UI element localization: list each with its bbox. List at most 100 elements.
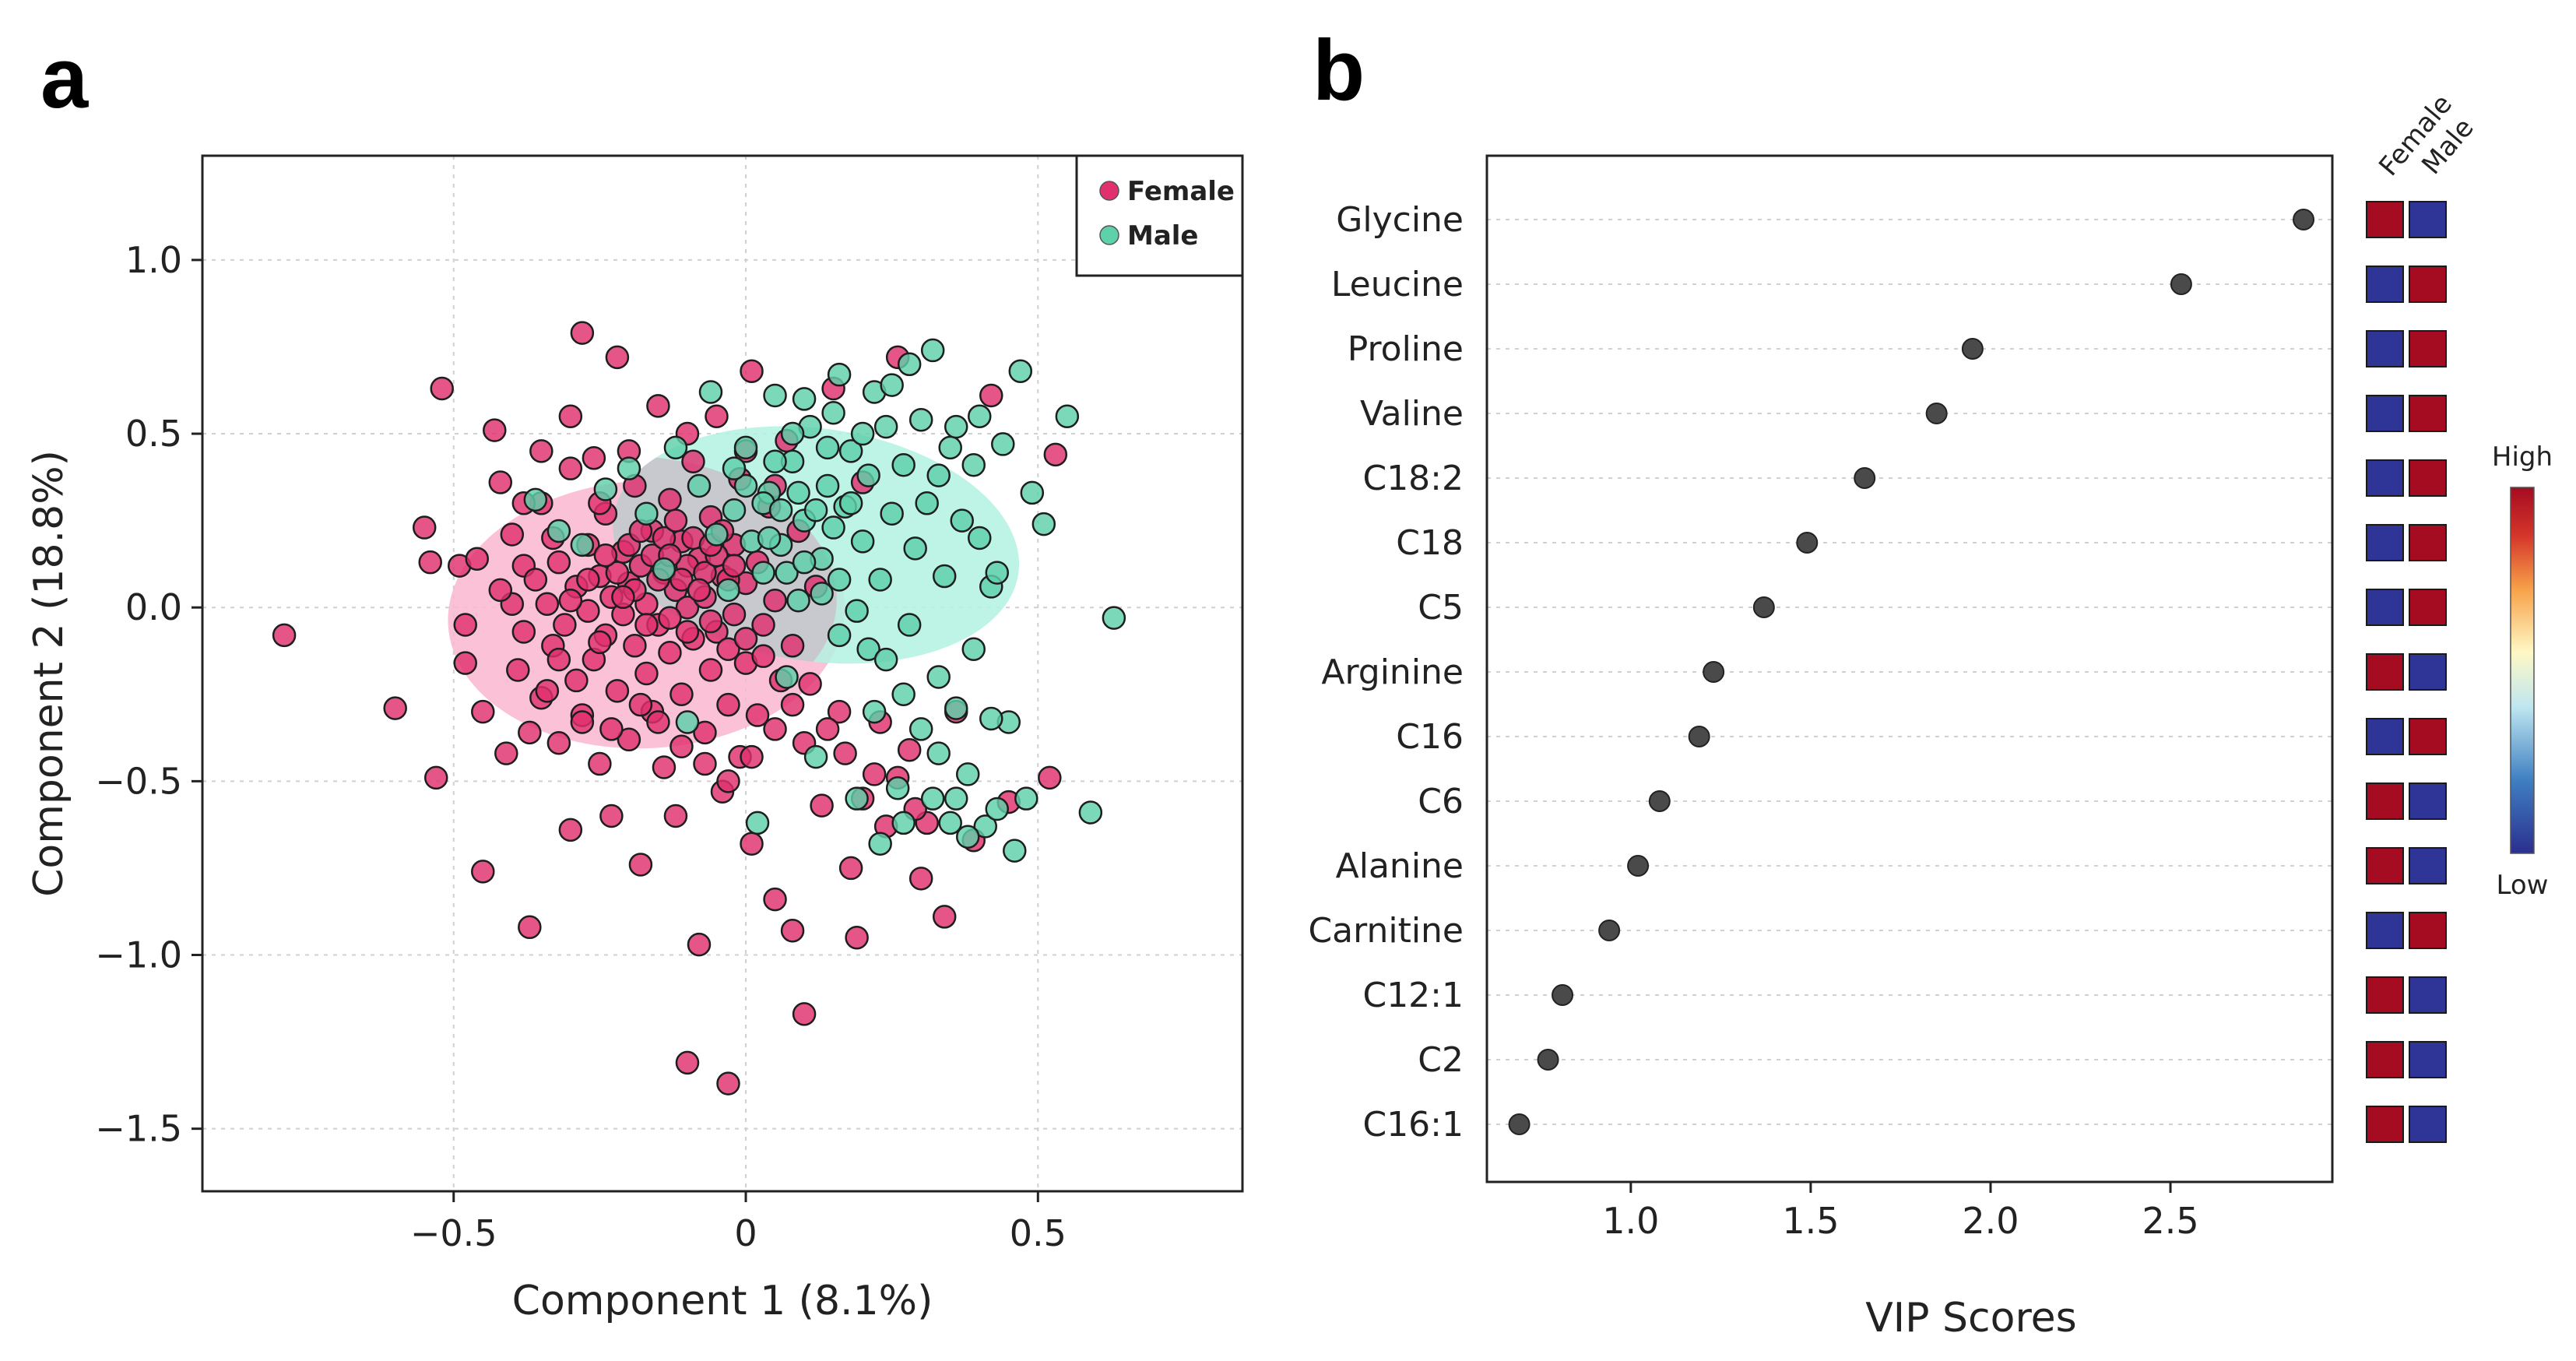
data-point-male (856, 463, 880, 487)
heatmap-cell-female (2366, 524, 2404, 561)
data-point-male (786, 589, 810, 613)
data-point-female (576, 599, 600, 623)
data-point-female (745, 703, 770, 727)
data-point-male (926, 665, 951, 689)
confidence-ellipse-overlap (613, 439, 849, 664)
scatter-x-axis-title: Component 1 (8.1%) (512, 1278, 933, 1324)
vip-category-label: Carnitine (1308, 911, 1464, 951)
data-point-male (815, 473, 840, 498)
data-point-female (599, 804, 624, 828)
legend-box (1075, 154, 1244, 277)
vip-category-label: C16:1 (1362, 1105, 1464, 1145)
data-point-male (763, 383, 787, 408)
heatmap-cell-male (2409, 330, 2447, 368)
scatter-x-tick-label: 0.5 (1010, 1212, 1067, 1254)
data-point-male (763, 449, 787, 474)
data-point-female (623, 634, 647, 658)
data-point-male (955, 762, 980, 786)
data-point-male (868, 568, 892, 592)
vip-category-label: C6 (1418, 782, 1464, 821)
heatmap-cell-female (2366, 653, 2404, 691)
data-point-male (827, 568, 852, 592)
colorbar-gradient (2510, 487, 2535, 854)
data-point-female (628, 692, 653, 717)
data-point-male (775, 561, 799, 585)
data-point-female (827, 699, 852, 724)
vip-point (1537, 1049, 1559, 1071)
heatmap-cell-male (2409, 459, 2447, 497)
scatter-y-tick-label: −1.5 (95, 1108, 182, 1150)
data-point-male (821, 401, 845, 425)
data-point-male (944, 696, 968, 720)
vip-point (1648, 790, 1671, 812)
vip-category-label: C5 (1418, 588, 1464, 628)
data-point-female (605, 345, 630, 370)
data-point-male (803, 498, 828, 522)
data-point-male (880, 373, 904, 397)
data-point-female (558, 456, 583, 480)
data-point-male (891, 682, 915, 707)
data-point-female (669, 734, 694, 758)
heatmap-cell-male (2409, 653, 2447, 691)
data-point-male (955, 825, 980, 849)
data-point-male (570, 533, 595, 557)
data-point-female (751, 644, 775, 668)
data-point-male (827, 362, 852, 387)
heatmap-cell-female (2366, 395, 2404, 432)
data-point-male (675, 710, 700, 734)
data-point-female (652, 755, 677, 779)
data-point-female (698, 609, 723, 634)
heatmap-cell-female (2366, 976, 2404, 1014)
data-point-male (1003, 839, 1027, 863)
scatter-x-ticks: −0.5 0 0.5 (410, 1191, 1067, 1254)
data-point-female (658, 640, 682, 665)
data-point-female (763, 589, 787, 613)
data-point-female (716, 769, 740, 793)
data-point-female (423, 765, 448, 790)
data-point-female (634, 613, 659, 637)
data-point-female (611, 585, 635, 610)
data-point-male (908, 717, 933, 741)
data-point-female (716, 637, 740, 662)
data-point-male (815, 435, 840, 460)
vip-category-label: C2 (1418, 1040, 1464, 1080)
data-point-male (862, 699, 887, 724)
data-point-female (815, 717, 840, 741)
vip-category-label: Valine (1360, 394, 1464, 434)
vip-category-label: C16 (1396, 717, 1464, 757)
vip-x-axis-title: VIP Scores (1865, 1295, 2077, 1342)
data-point-male (838, 439, 863, 463)
data-point-female (751, 613, 775, 637)
data-point-female (675, 595, 700, 620)
vip-point (1598, 920, 1621, 941)
data-point-female (518, 915, 542, 940)
vip-point (1552, 984, 1574, 1006)
data-point-male (938, 435, 962, 460)
data-point-male (687, 473, 712, 498)
data-point-male (873, 414, 898, 439)
data-point-male (810, 582, 834, 606)
legend-female-marker (1099, 181, 1119, 201)
data-point-female (646, 394, 670, 418)
legend-male-label: Male (1127, 220, 1199, 251)
vip-point (1627, 855, 1650, 877)
heatmap-cell-male (2409, 1106, 2447, 1143)
data-point-female (617, 727, 641, 752)
data-point-female (658, 487, 682, 512)
data-point-male (967, 526, 992, 550)
data-point-female (558, 589, 583, 613)
data-point-female (471, 860, 495, 884)
data-point-male (775, 665, 799, 689)
data-point-male (786, 480, 810, 505)
data-point-male (1055, 404, 1080, 428)
data-point-male (792, 550, 817, 575)
data-point-female (523, 568, 548, 592)
vip-heatmap (2366, 201, 2447, 1143)
vip-category-labels: Glycine Leucine Proline Valine C18:2 C18 C5 Arg… (1308, 200, 1464, 1145)
data-point-female (634, 661, 659, 686)
heatmap-cell-female (2366, 1106, 2404, 1143)
colorbar-low-label: Low (2497, 870, 2549, 901)
scatter-legend: Female Male (1075, 154, 1244, 277)
panel-label-a: a (40, 30, 89, 126)
scatter-y-tick-label: −1.0 (95, 934, 182, 976)
